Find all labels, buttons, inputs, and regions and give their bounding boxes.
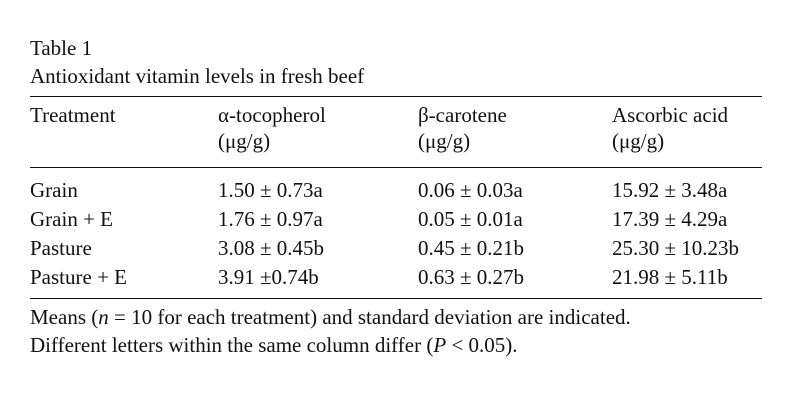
- footnote-p: P: [433, 333, 447, 357]
- row-tocopherol: 3.91 ±0.74b: [218, 265, 319, 289]
- header-rule: [30, 167, 762, 168]
- row-treatment: Grain + E: [30, 207, 113, 231]
- row-tocopherol: 1.76 ± 0.97a: [218, 207, 323, 231]
- table-footnote: Means (n = 10 for each treatment) and st…: [30, 303, 762, 359]
- table-body: Grain 1.50 ± 0.73a 0.06 ± 0.03a 15.92 ± …: [30, 176, 762, 292]
- table-1: Table 1 Antioxidant vitamin levels in fr…: [30, 34, 762, 359]
- row-treatment: Grain: [30, 178, 78, 202]
- header-ascorbic: Ascorbic acid: [612, 103, 729, 127]
- footnote-line-1: Means (n = 10 for each treatment) and st…: [30, 303, 762, 331]
- header-carotene-unit: (μg/g): [418, 129, 471, 153]
- header-treatment: Treatment: [30, 103, 116, 127]
- row-ascorbic: 21.98 ± 5.11b: [612, 265, 728, 289]
- row-carotene: 0.05 ± 0.01a: [418, 207, 523, 231]
- table-row: Pasture 3.08 ± 0.45b 0.45 ± 0.21b 25.30 …: [30, 234, 762, 263]
- footnote-text: Means (: [30, 305, 99, 329]
- row-treatment: Pasture: [30, 236, 92, 260]
- row-treatment: Pasture + E: [30, 265, 127, 289]
- header-ascorbic-unit: (μg/g): [612, 129, 665, 153]
- header-tocopherol-unit: (μg/g): [218, 129, 271, 153]
- row-carotene: 0.45 ± 0.21b: [418, 236, 525, 260]
- table-label: Table 1: [30, 36, 93, 60]
- footnote-line-2: Different letters within the same column…: [30, 331, 762, 359]
- row-tocopherol: 3.08 ± 0.45b: [218, 236, 325, 260]
- row-ascorbic: 17.39 ± 4.29a: [612, 207, 728, 231]
- header-tocopherol: α-tocopherol: [218, 103, 326, 127]
- footnote-text: = 10 for each treatment) and standard de…: [108, 305, 631, 329]
- row-tocopherol: 1.50 ± 0.73a: [218, 178, 323, 202]
- row-ascorbic: 15.92 ± 3.48a: [612, 178, 728, 202]
- bottom-rule: [30, 298, 762, 299]
- row-carotene: 0.06 ± 0.03a: [418, 178, 523, 202]
- table-header: Treatment α-tocopherol (μg/g) β-carotene…: [30, 101, 762, 159]
- row-carotene: 0.63 ± 0.27b: [418, 265, 525, 289]
- table-row: Pasture + E 3.91 ±0.74b 0.63 ± 0.27b 21.…: [30, 263, 762, 292]
- footnote-text: Different letters within the same column…: [30, 333, 434, 357]
- row-ascorbic: 25.30 ± 10.23b: [612, 236, 740, 260]
- table-title: Antioxidant vitamin levels in fresh beef: [30, 64, 365, 88]
- table-row: Grain 1.50 ± 0.73a 0.06 ± 0.03a 15.92 ± …: [30, 176, 762, 205]
- top-rule: [30, 96, 762, 97]
- footnote-text: < 0.05).: [446, 333, 518, 357]
- header-carotene: β-carotene: [418, 103, 507, 127]
- footnote-n: n: [98, 305, 109, 329]
- table-row: Grain + E 1.76 ± 0.97a 0.05 ± 0.01a 17.3…: [30, 205, 762, 234]
